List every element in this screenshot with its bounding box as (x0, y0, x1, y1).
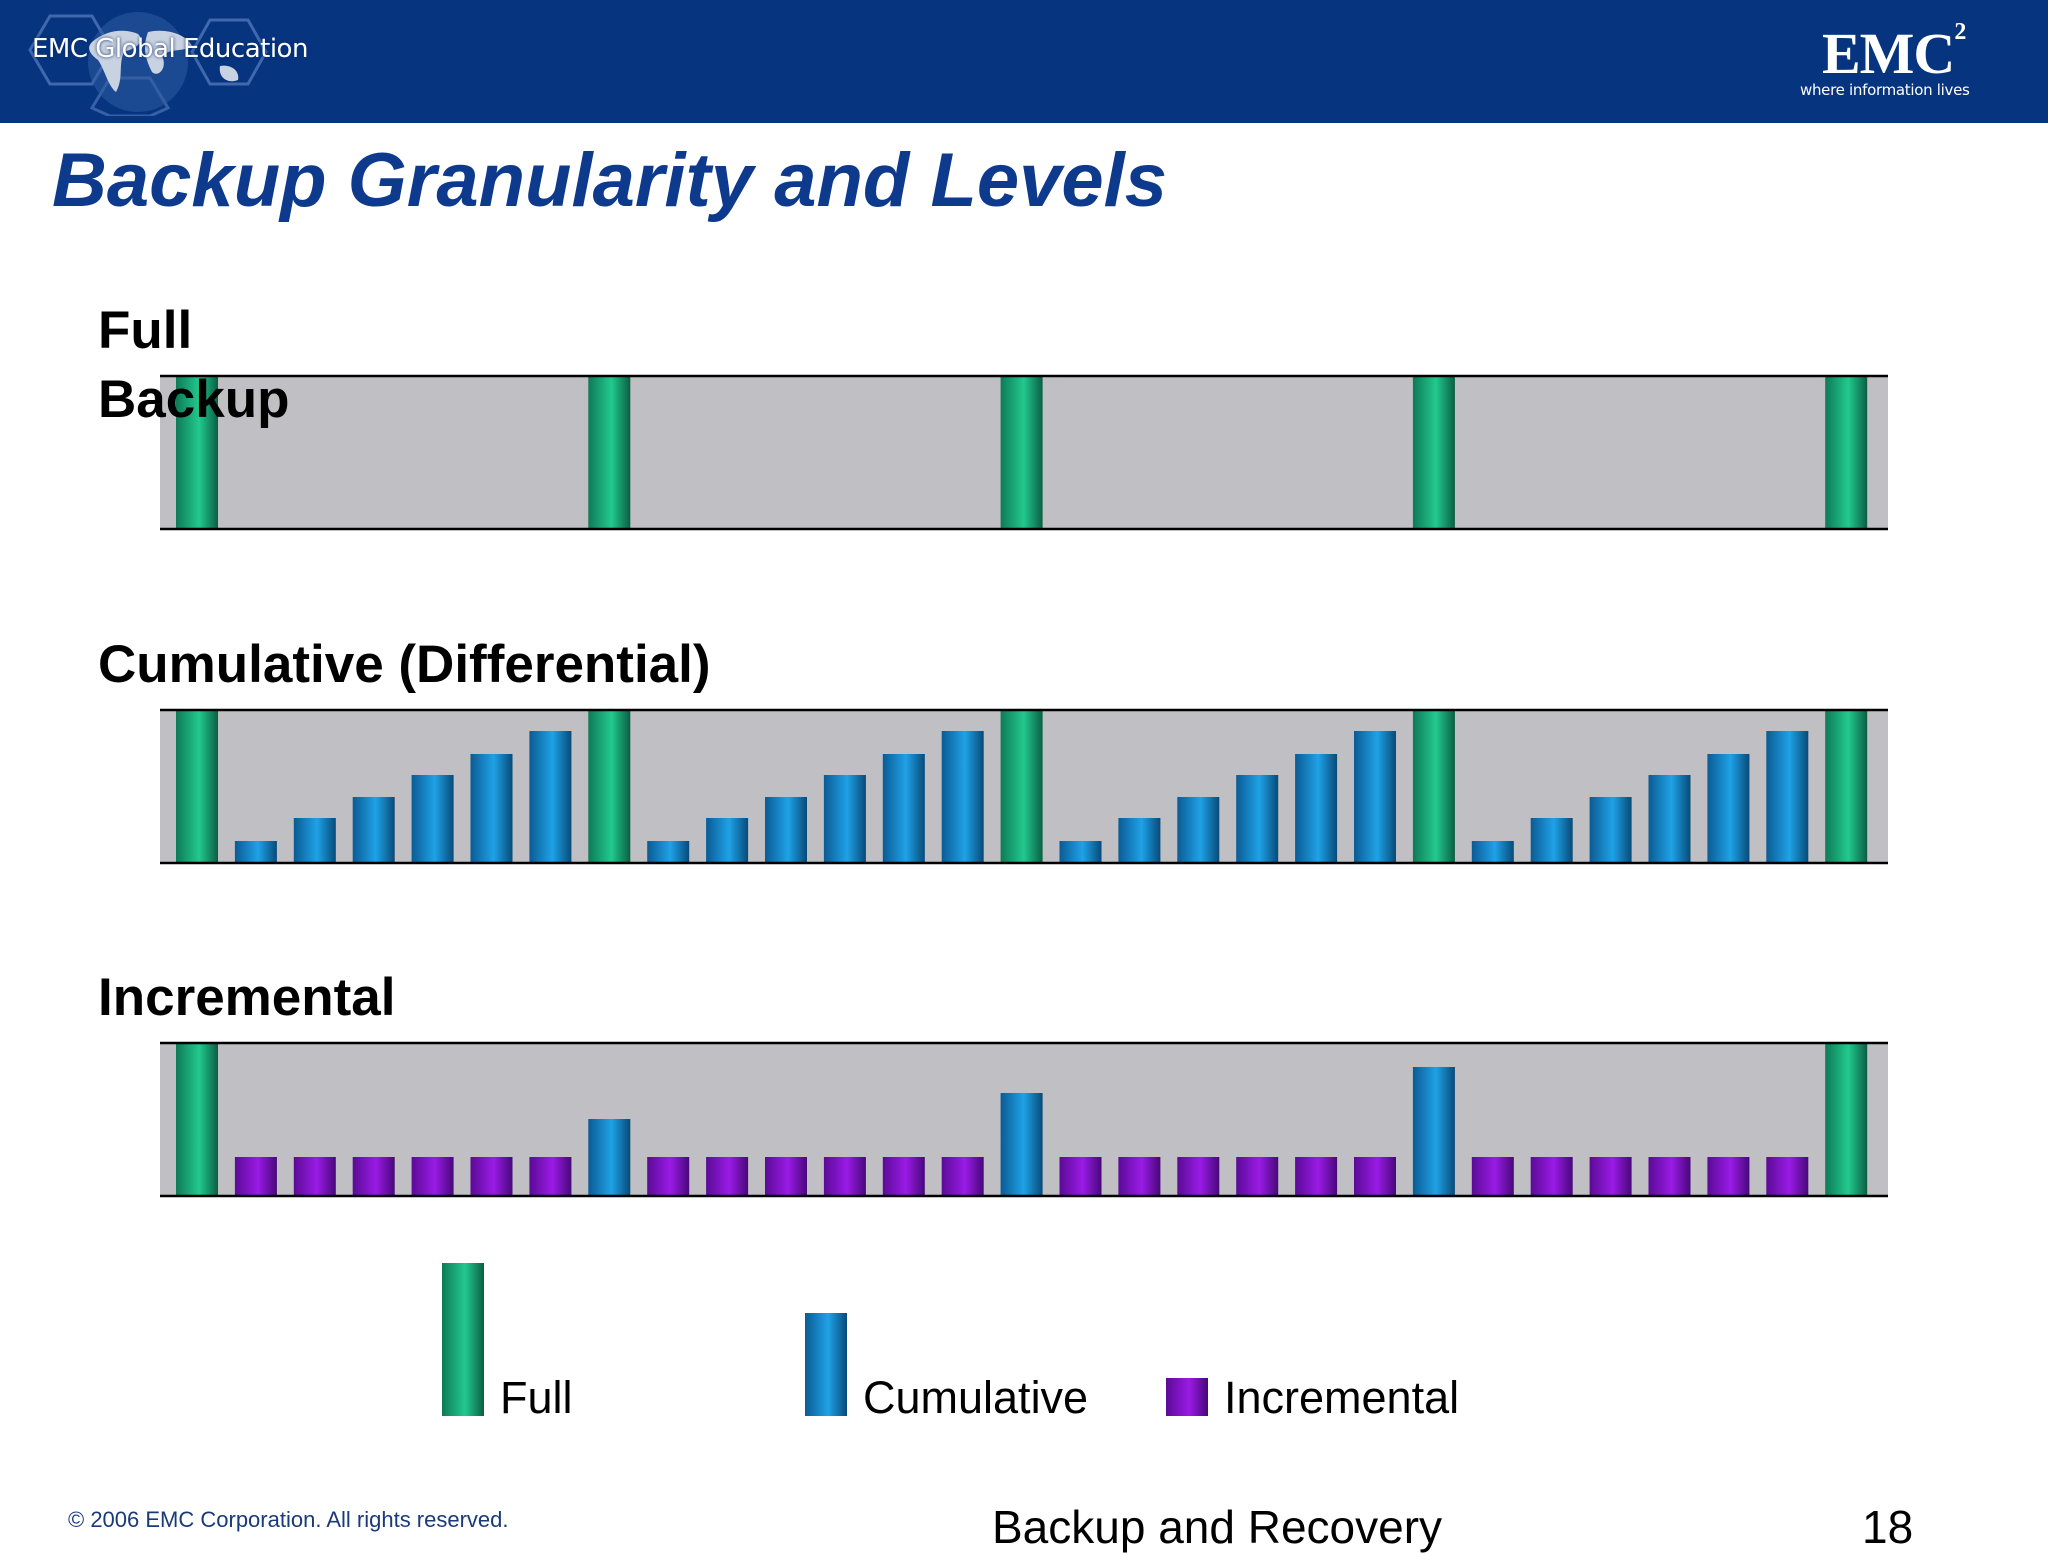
bar-cumulative (529, 731, 572, 862)
legend-label-incremental: Incremental (1224, 1372, 1460, 1423)
bar-incremental (529, 1157, 572, 1195)
bar-incremental (1118, 1157, 1161, 1195)
bar-incremental (470, 1157, 513, 1195)
bar-incremental (234, 1157, 277, 1195)
bar-cumulative (1648, 775, 1691, 862)
bar-cumulative (1295, 754, 1338, 862)
header-banner: EMC Global Education EMC2 where informat… (0, 0, 2048, 123)
bar-full (1000, 710, 1043, 862)
bar-incremental (823, 1157, 866, 1195)
bar-incremental (882, 1157, 925, 1195)
legend-label-cumulative: Cumulative (863, 1372, 1089, 1423)
bar-cumulative (293, 818, 336, 862)
legend-swatch-full (442, 1263, 484, 1416)
legend-label-full: Full (500, 1372, 573, 1423)
bar-cumulative (588, 1119, 631, 1195)
bar-incremental (411, 1157, 454, 1195)
bar-full (588, 710, 631, 862)
bar-full (1412, 710, 1455, 862)
bar-incremental (1236, 1157, 1279, 1195)
bar-incremental (1766, 1157, 1809, 1195)
bar-incremental (293, 1157, 336, 1195)
section-label-full: Full Backup (98, 301, 290, 429)
bar-incremental (1648, 1157, 1691, 1195)
bar-cumulative (1766, 731, 1809, 862)
bar-incremental (1059, 1157, 1102, 1195)
bar-full (176, 710, 218, 862)
chart-row-3 (160, 1041, 1888, 1198)
page-title: Backup Granularity and Levels (52, 138, 1168, 223)
bar-incremental (706, 1157, 749, 1195)
bar-incremental (1530, 1157, 1573, 1195)
bar-cumulative (1354, 731, 1396, 862)
bar-full (176, 376, 218, 528)
bar-cumulative (765, 797, 807, 862)
bar-cumulative (234, 841, 277, 862)
bar-full (1000, 376, 1043, 528)
bar-full (176, 1043, 218, 1195)
bar-cumulative (941, 731, 984, 862)
chart-row-2 (160, 708, 1888, 865)
bar-cumulative (706, 818, 749, 862)
bar-cumulative (1471, 841, 1514, 862)
legend-swatch-incremental (1166, 1378, 1208, 1416)
chart-row-1 (160, 374, 1888, 531)
bar-cumulative (823, 775, 866, 862)
bar-cumulative (1530, 818, 1573, 862)
globe-icon (28, 12, 268, 116)
bar-full (1825, 1043, 1868, 1195)
bar-cumulative (1000, 1093, 1043, 1195)
bar-cumulative (1177, 797, 1220, 862)
brand-name: EMC (1822, 21, 1955, 86)
bar-incremental (765, 1157, 807, 1195)
bar-cumulative (1589, 797, 1632, 862)
bar-cumulative (411, 775, 454, 862)
bar-cumulative (352, 797, 395, 862)
bar-full (1825, 710, 1868, 862)
bar-incremental (1707, 1157, 1750, 1195)
footer-copyright: © 2006 EMC Corporation. All rights reser… (68, 1507, 509, 1532)
bar-cumulative (1236, 775, 1279, 862)
bar-cumulative (647, 841, 690, 862)
emc-logo: EMC2 (1822, 18, 1966, 87)
brand-tagline: where information lives (1800, 81, 1970, 99)
bar-incremental (1177, 1157, 1220, 1195)
bar-full (588, 376, 631, 528)
bar-cumulative (882, 754, 925, 862)
bar-cumulative (1412, 1067, 1455, 1195)
bar-cumulative (1707, 754, 1750, 862)
bar-incremental (941, 1157, 984, 1195)
bar-cumulative (1118, 818, 1161, 862)
bar-full (1412, 376, 1455, 528)
bar-full (1825, 376, 1868, 528)
bar-cumulative (470, 754, 513, 862)
section-label-incremental: Incremental (98, 968, 396, 1027)
bar-cumulative (1059, 841, 1102, 862)
bar-incremental (1589, 1157, 1632, 1195)
logo-text: EMC Global Education (32, 34, 308, 64)
brand-superscript: 2 (1954, 18, 1966, 45)
legend-swatch-cumulative (805, 1313, 847, 1416)
bar-incremental (1354, 1157, 1396, 1195)
bar-incremental (1471, 1157, 1514, 1195)
bar-incremental (647, 1157, 690, 1195)
section-label-cumulative: Cumulative (Differential) (98, 635, 711, 694)
bar-incremental (352, 1157, 395, 1195)
bar-incremental (1295, 1157, 1338, 1195)
